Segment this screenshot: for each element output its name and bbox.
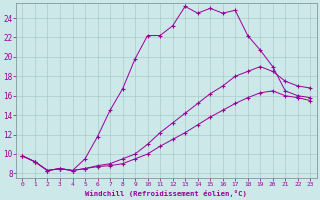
X-axis label: Windchill (Refroidissement éolien,°C): Windchill (Refroidissement éolien,°C) (85, 190, 247, 197)
